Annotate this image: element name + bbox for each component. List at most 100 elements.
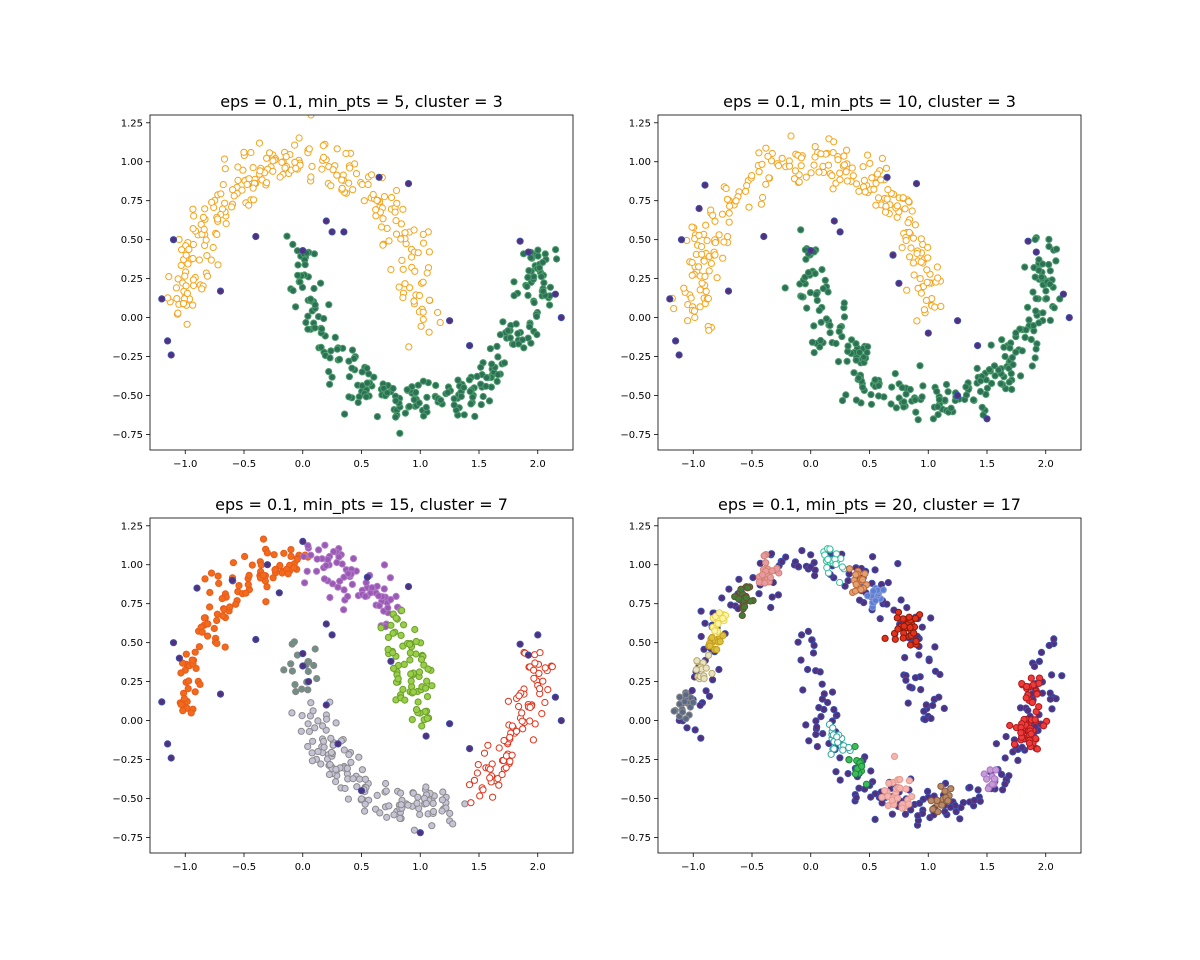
cluster-0-point [745,203,753,211]
cluster-1-point [1045,260,1053,269]
noise-point [852,794,860,802]
noise-point [867,793,875,801]
cluster-14-point [992,766,1000,774]
cluster-5-point [470,776,479,784]
cluster-0-point [318,165,326,173]
noise-point [927,714,935,723]
cluster-0-point [183,289,191,297]
y-tick-label: 0.75 [121,196,143,207]
cluster-4-point [304,720,312,728]
cluster-0-point [905,198,913,206]
y-tick-label: 0.00 [629,716,651,727]
cluster-1-point [852,340,860,348]
cluster-0-point [184,685,192,693]
cluster-1-point [325,301,333,309]
cluster-4-point [332,778,340,786]
cluster-3-point [714,620,722,628]
cluster-0-point [259,571,268,579]
cluster-16-point [1035,703,1043,711]
cluster-0-point [333,145,341,153]
noise-point [812,730,820,739]
cluster-1-point [826,321,834,329]
cluster-1-point [535,264,544,272]
cluster-0-point [278,158,286,166]
cluster-1-point [537,273,546,281]
cluster-0-point [423,269,431,277]
cluster-1-point [386,574,394,582]
cluster-0-point [368,171,376,179]
cluster-1-point [348,346,357,354]
cluster-1-point [298,283,307,291]
cluster-1-point [813,296,821,304]
cluster-0-point [287,546,295,554]
cluster-4-point [413,799,421,807]
x-tick-label: 1.5 [471,459,487,470]
noise-point [901,810,910,818]
cluster-1-point [1056,295,1064,303]
cluster-1-point [311,324,319,332]
points-layer [158,535,565,837]
cluster-1-point [1021,263,1029,271]
cluster-0-point [209,243,217,252]
cluster-0-point [207,256,215,264]
cluster-15-point [1033,745,1042,753]
cluster-0-point [180,695,188,703]
noise-point [992,740,1001,748]
cluster-1-point [457,392,465,400]
x-tick-label: 2.0 [530,862,546,873]
cluster-0-point [345,179,353,187]
cluster-0-point [307,115,315,119]
cluster-0-point [206,603,214,611]
y-tick-label: −0.25 [620,352,651,363]
noise-point [855,784,863,792]
cluster-0-point [711,251,719,259]
cluster-0-point [189,205,197,213]
noise-point [970,796,979,804]
cluster-5-point [495,781,503,789]
cluster-4-point [353,783,361,791]
cluster-0-point [704,294,713,303]
cluster-2-point [401,696,409,704]
noise-point [216,690,225,698]
cluster-0-point [920,306,929,314]
cluster-0-point [250,196,258,204]
cluster-4-point [309,737,317,745]
cluster-0-point [884,186,892,194]
y-tick-label: 0.00 [121,313,143,324]
cluster-4-point [344,795,352,803]
noise-point [677,236,686,244]
noise-point [954,391,962,400]
y-tick-label: −0.50 [112,391,143,402]
cluster-2-point [708,633,716,642]
cluster-0-point [898,244,906,252]
y-tick-label: −0.50 [620,391,651,402]
cluster-7-point [845,565,854,573]
cluster-1-point [530,299,538,307]
cluster-1-point [1000,343,1008,351]
cluster-0-point [397,220,405,228]
cluster-0-point [698,243,706,251]
noise-point [760,232,768,241]
noise-point [516,237,524,245]
cluster-1-point [1012,329,1020,337]
cluster-1-point [1046,267,1054,275]
cluster-3-point [290,638,298,646]
cluster-1-point [524,273,532,281]
cluster-1-point [875,392,883,400]
noise-point [830,217,838,225]
cluster-0-point [291,141,299,149]
cluster-0-point [725,209,733,217]
cluster-1-point [702,664,710,672]
y-tick-label: 1.25 [121,118,143,129]
cluster-1-point [888,383,896,391]
cluster-2-point [418,722,426,730]
cluster-1-point [310,250,318,258]
cluster-0-point [700,257,708,265]
cluster-0-point [830,138,838,146]
noise-point [768,593,776,601]
cluster-0-point [190,212,198,220]
cluster-2-point [400,660,408,669]
cluster-0-point [762,144,770,152]
noise-point [871,815,879,824]
cluster-0-point [399,265,407,273]
